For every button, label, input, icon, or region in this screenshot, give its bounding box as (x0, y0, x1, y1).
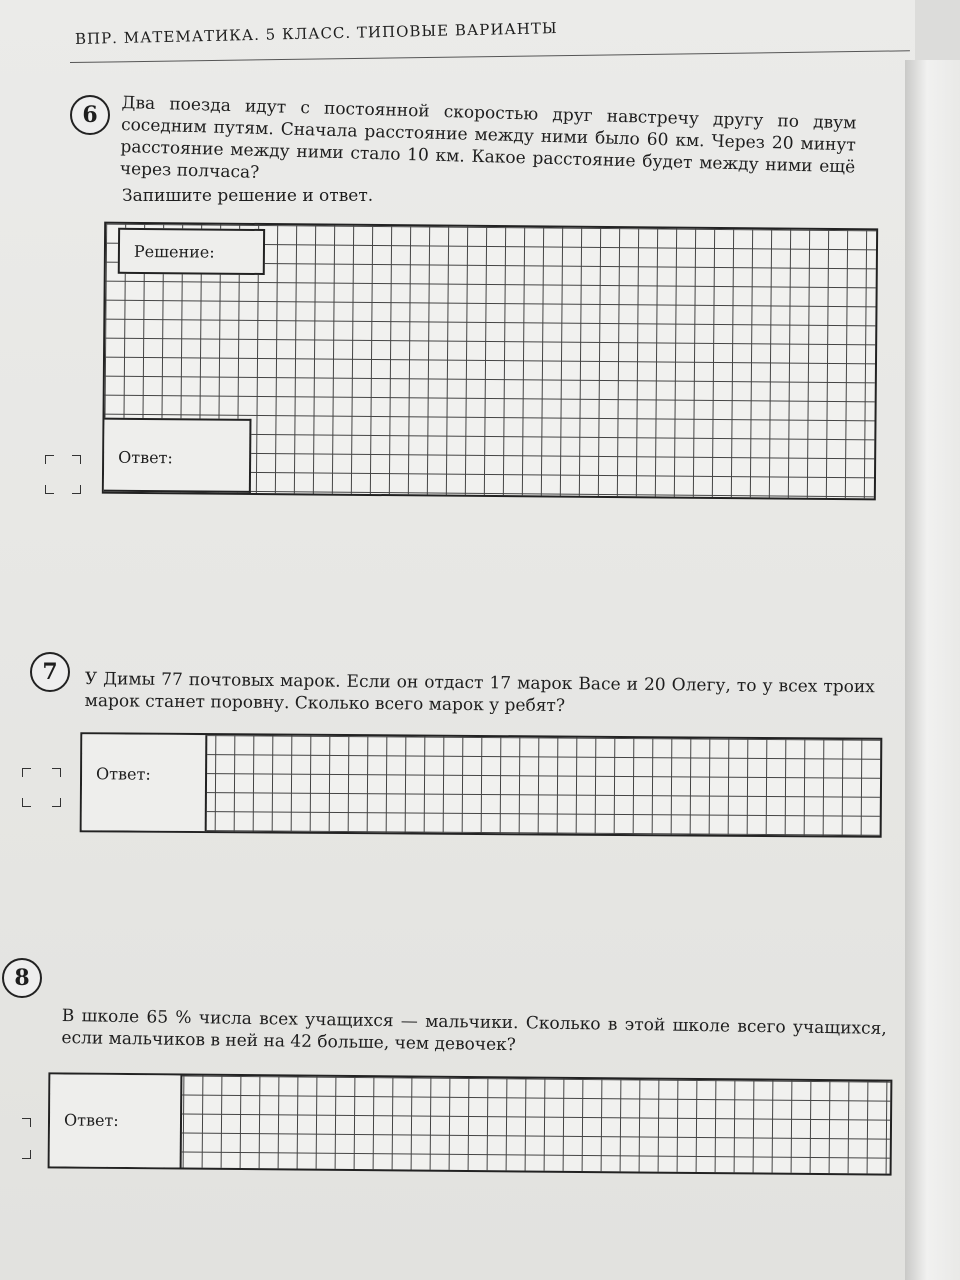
task-7-answer-label: Ответ: (81, 734, 208, 832)
checkbox-corner (52, 798, 61, 807)
checkbox-corner (22, 798, 31, 807)
task-8-answer-grid[interactable]: Ответ: (47, 1072, 893, 1176)
task-7-answer-grid[interactable]: Ответ: (79, 732, 883, 838)
checkbox-corner (45, 485, 54, 494)
task-8-number: 8 (2, 958, 42, 998)
checkbox-corner (72, 485, 81, 494)
task-6-instruction: Запишите решение и ответ. (122, 186, 374, 206)
checkbox-corner (45, 455, 54, 464)
task-6-solution-grid[interactable]: Решение: Ответ: (101, 221, 879, 501)
checkbox-corner (22, 768, 31, 777)
checkbox-corner (52, 768, 61, 777)
checkbox-corner (22, 1118, 31, 1127)
checkbox-corner (72, 455, 81, 464)
solution-label: Решение: (117, 227, 266, 276)
page-edge (905, 60, 960, 1280)
workbook-page (0, 0, 915, 1280)
task-7-number: 7 (30, 652, 70, 692)
task-6-answer-label: Ответ: (103, 417, 252, 493)
checkbox-corner (22, 1150, 31, 1159)
task-7-text: У Димы 77 почтовых марок. Если он отдаст… (84, 668, 875, 717)
task-8-answer-label: Ответ: (49, 1074, 183, 1168)
task-6-number: 6 (70, 95, 110, 135)
